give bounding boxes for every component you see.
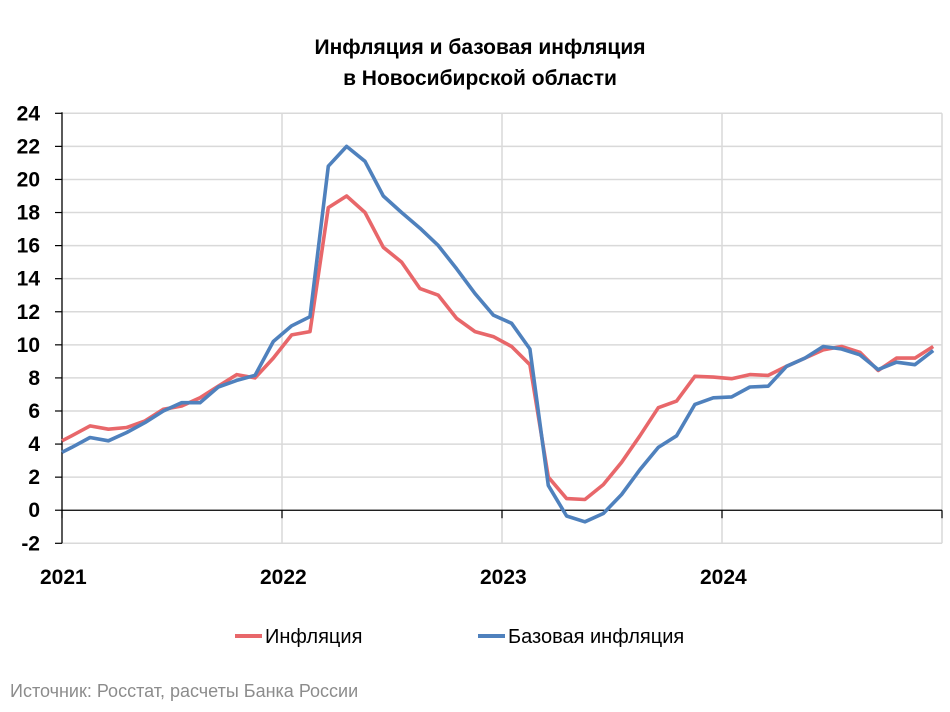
chart-title-line-1: Инфляция и базовая инфляция [314,36,645,59]
x-axis-ticks: 2021 2022 2023 2024 [40,566,747,589]
x-tick-label: 2024 [700,566,747,589]
x-tick-label: 2021 [40,566,87,589]
y-tick-label: 0 [28,499,40,522]
y-tick-label: 22 [17,135,40,158]
y-tick-label: 24 [17,102,41,125]
y-tick-label: 6 [28,400,40,423]
y-tick-label: 2 [28,466,40,489]
y-tick-label: 14 [17,268,41,291]
gridlines [62,112,943,545]
y-tick-label: 10 [17,334,40,357]
series-line-core-inflation [61,144,935,524]
x-tick-label: 2022 [260,566,307,589]
chart-title-line-2: в Новосибирской области [343,67,617,90]
source-note: Источник: Росстат, расчеты Банка России [10,681,358,701]
y-tick-label: 8 [28,367,40,390]
legend: Инфляция Базовая инфляция [235,626,684,648]
y-tick-label: 16 [17,235,40,258]
series-line-inflation [61,194,935,502]
y-tick-label: 18 [17,202,41,225]
legend-label-core-inflation: Базовая инфляция [508,626,684,648]
y-tick-label: -2 [21,532,40,555]
legend-label-inflation: Инфляция [265,626,362,648]
axes [55,112,943,544]
series-lines [61,144,935,524]
y-tick-label: 12 [17,301,40,324]
x-tick-label: 2023 [480,566,527,589]
y-tick-label: 20 [17,168,40,191]
y-tick-label: 4 [28,433,40,456]
